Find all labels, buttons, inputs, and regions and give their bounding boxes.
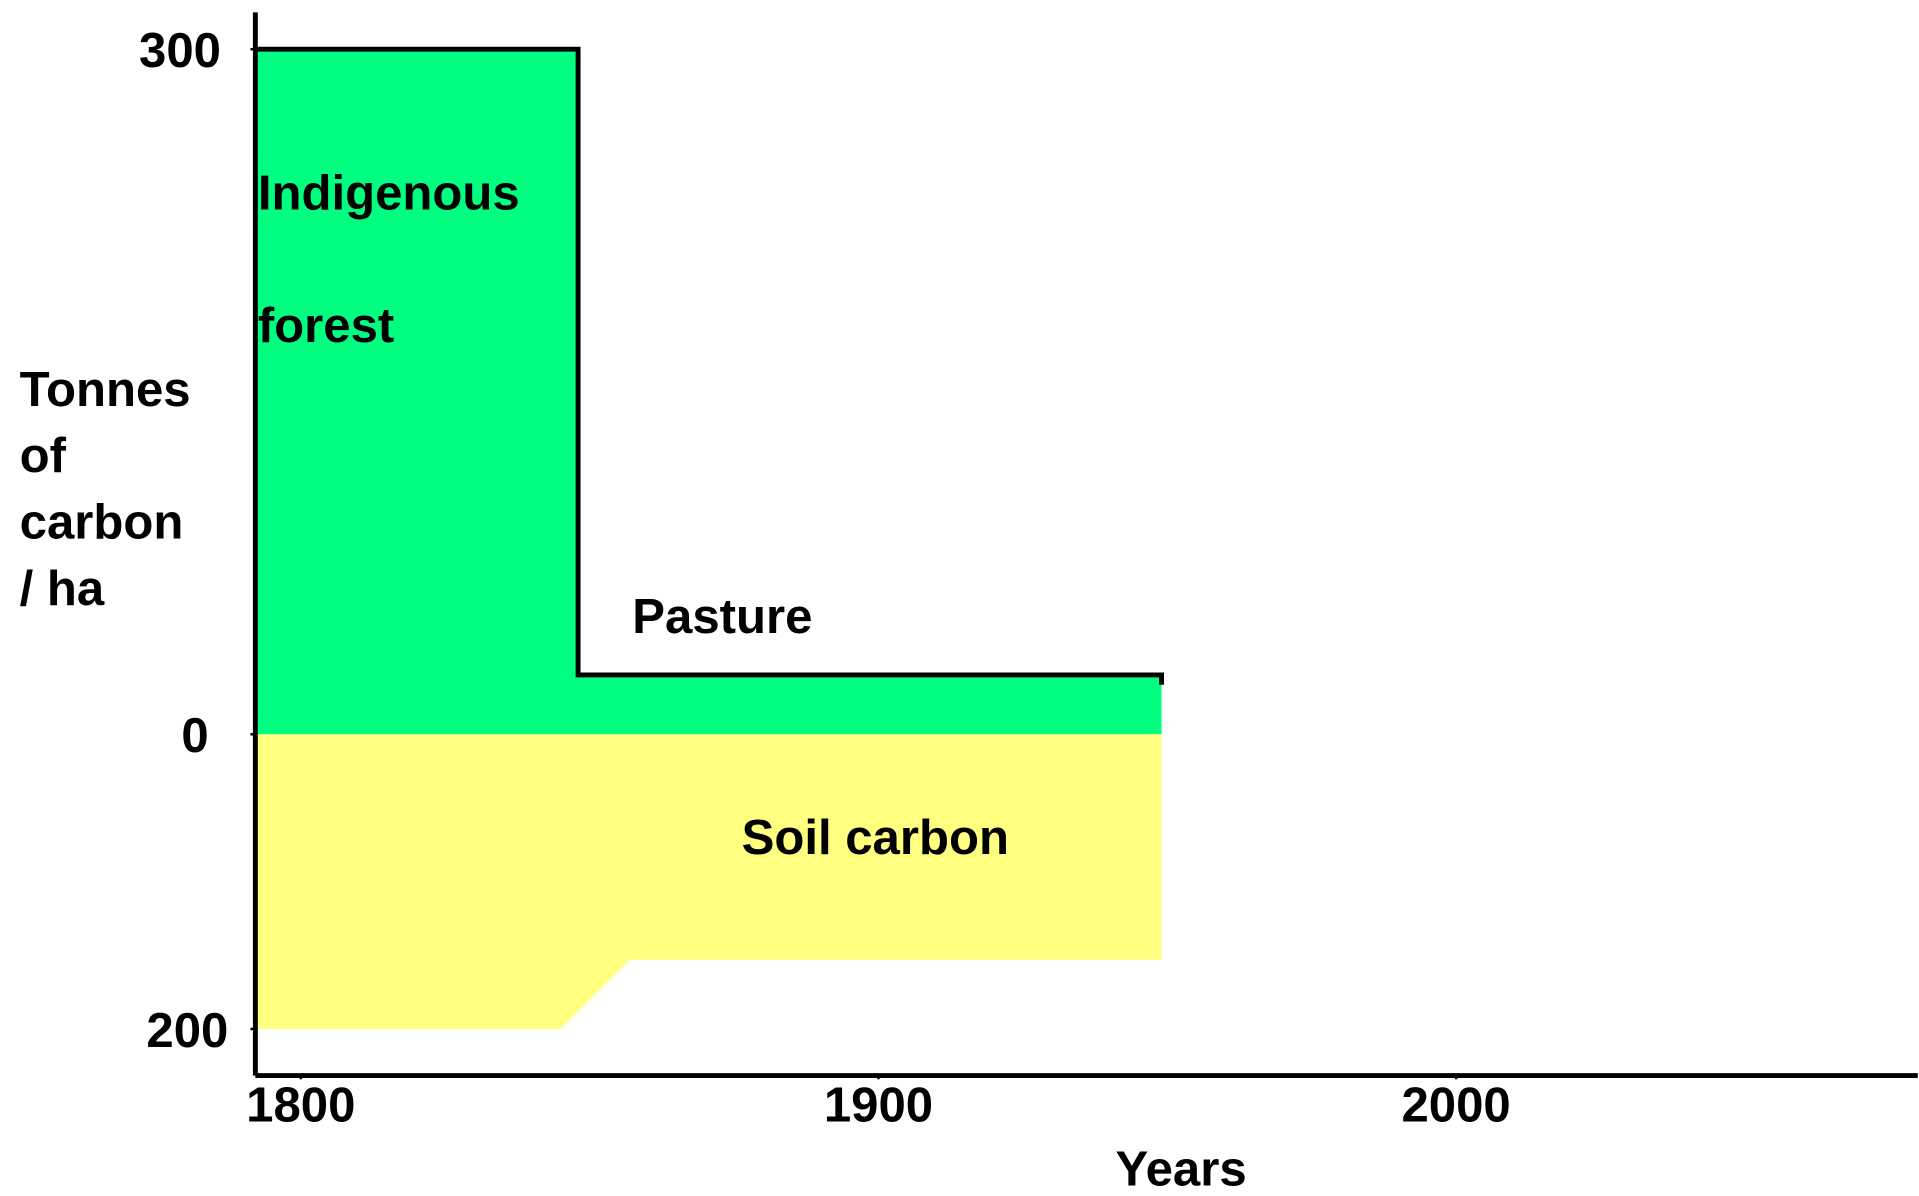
annotation: forest: [258, 299, 394, 353]
x-tick-label: 1900: [824, 1079, 933, 1133]
x-tick-label: 1800: [246, 1079, 355, 1133]
area: [254, 49, 1162, 735]
annotation: Pasture: [632, 590, 812, 644]
y-axis-label: of: [20, 429, 67, 483]
x-tick-label: 2000: [1402, 1079, 1511, 1133]
area-outline: [254, 46, 1164, 685]
y-tick-label: 0: [181, 709, 208, 763]
annotation: Indigenous: [258, 166, 520, 220]
y-tick-label: 200: [146, 1004, 228, 1058]
y-axis-label: Tonnes: [20, 363, 191, 417]
area: [254, 734, 1162, 1029]
y-tick-label: 300: [139, 24, 221, 78]
annotation: Soil carbon: [742, 811, 1009, 865]
x-axis-label: Years: [1116, 1143, 1247, 1196]
y-axis-label: / ha: [20, 562, 105, 616]
y-axis-label: carbon: [20, 496, 184, 550]
